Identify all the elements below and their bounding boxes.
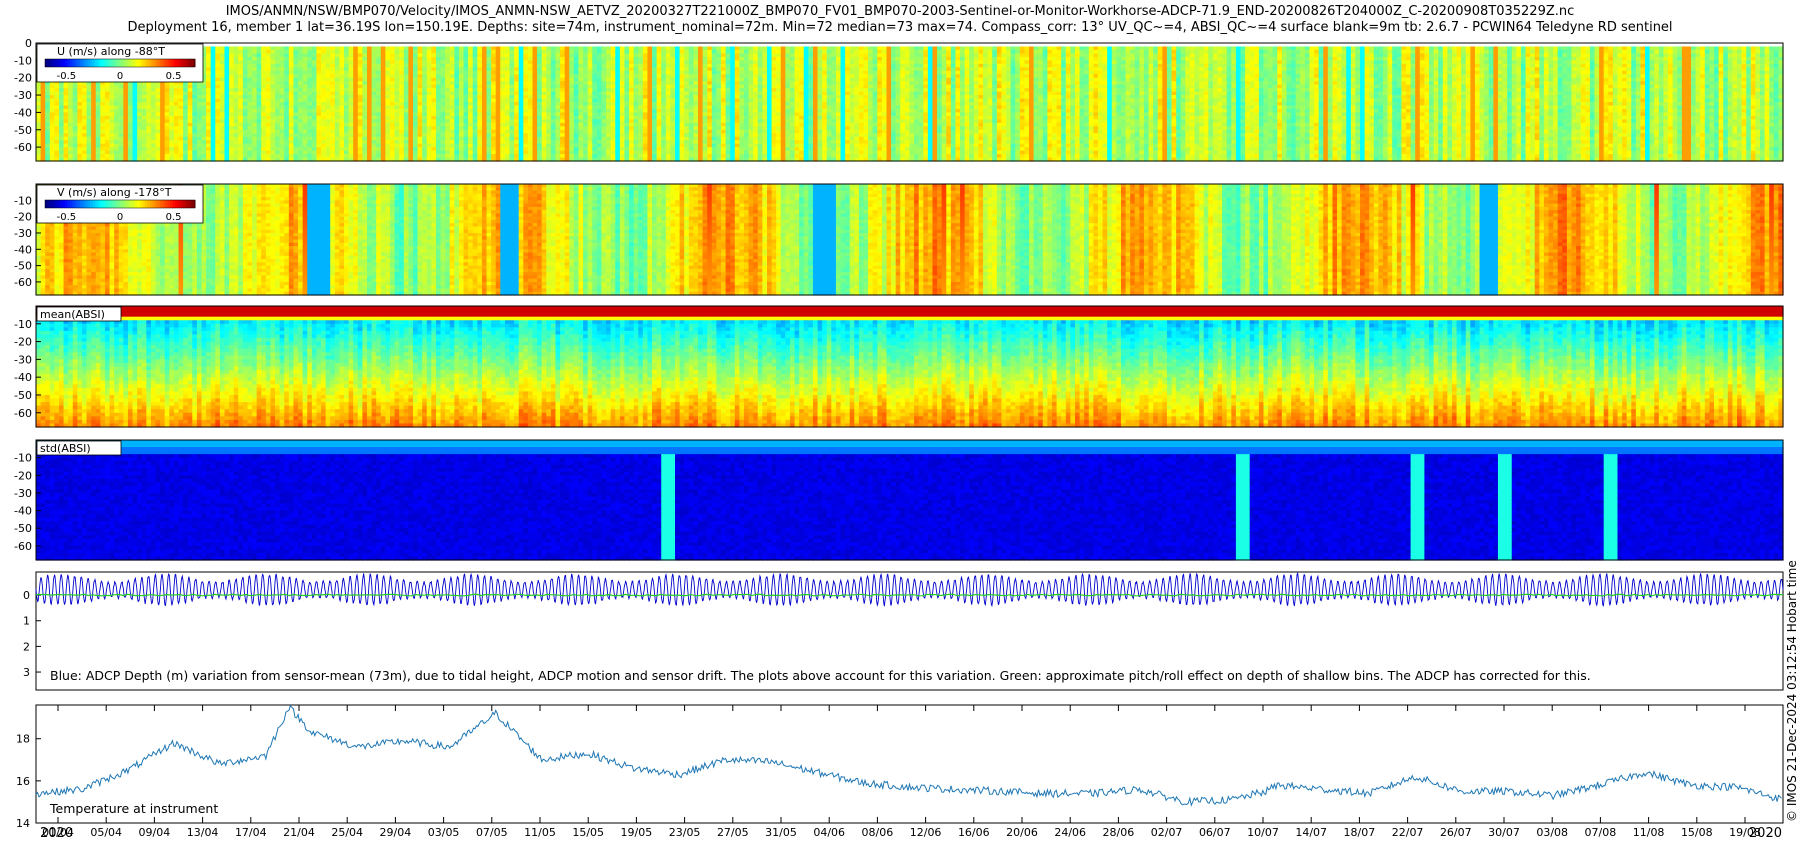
colorbar-tick: 0 xyxy=(117,212,123,223)
x-tick-label: 31/05 xyxy=(765,826,797,839)
y-tick-label: -50 xyxy=(14,389,32,402)
colorbar-tick: 0.5 xyxy=(166,71,182,82)
y-tick-label: -10 xyxy=(14,194,32,207)
y-tick-label: 18 xyxy=(16,733,30,746)
y-tick-label: -30 xyxy=(14,89,32,102)
y-tick-label: 14 xyxy=(16,817,30,830)
x-tick-label: 14/07 xyxy=(1295,826,1327,839)
x-tick-label: 21/04 xyxy=(283,826,315,839)
x-tick-label: 13/04 xyxy=(187,826,219,839)
y-tick-label: -20 xyxy=(14,336,32,349)
y-tick-label: -20 xyxy=(14,469,32,482)
x-tick-label: 07/05 xyxy=(476,826,508,839)
y-tick-label: -60 xyxy=(14,141,32,154)
colorbar-tick: -0.5 xyxy=(57,212,77,223)
y-tick-label: 0 xyxy=(23,589,30,602)
x-tick-label: 08/06 xyxy=(862,826,894,839)
temperature-annotation: Temperature at instrument xyxy=(49,801,218,816)
x-tick-label: 29/04 xyxy=(380,826,412,839)
legend-box: mean(ABSI) xyxy=(37,307,121,321)
heatmap-panel-2 xyxy=(36,184,1784,296)
y-tick-label: -10 xyxy=(14,54,32,67)
x-tick-label: 17/04 xyxy=(235,826,267,839)
x-end-year: 2020 xyxy=(1749,826,1782,841)
y-tick-label: -30 xyxy=(14,487,32,500)
x-tick-label: 02/07 xyxy=(1151,826,1183,839)
x-tick-label: 28/06 xyxy=(1103,826,1135,839)
legend-title: std(ABSI) xyxy=(40,442,91,455)
y-tick-label: 2 xyxy=(23,640,30,653)
y-tick-label: -20 xyxy=(14,72,32,85)
legend-title: U (m/s) along -88°T xyxy=(57,45,165,58)
x-tick-label: 03/08 xyxy=(1536,826,1568,839)
y-tick-label: -40 xyxy=(14,106,32,119)
x-tick-label: 27/05 xyxy=(717,826,749,839)
x-tick-label: 11/05 xyxy=(524,826,556,839)
x-tick-label: 24/06 xyxy=(1054,826,1086,839)
x-tick-label: 23/05 xyxy=(669,826,701,839)
x-start-year: 2020 xyxy=(40,826,73,841)
legend-box: V (m/s) along -178°T -0.5 0 0.5 xyxy=(37,185,203,223)
x-tick-label: 30/07 xyxy=(1488,826,1520,839)
y-tick-label: -30 xyxy=(14,353,32,366)
legend-title: mean(ABSI) xyxy=(40,308,105,321)
heatmap-panel-3 xyxy=(36,306,1784,428)
x-tick-label: 20/06 xyxy=(1006,826,1038,839)
x-tick-label: 07/08 xyxy=(1585,826,1617,839)
x-tick-label: 16/06 xyxy=(958,826,990,839)
y-tick-label: -10 xyxy=(14,318,32,331)
y-tick-label: -60 xyxy=(14,276,32,289)
x-tick-label: 04/06 xyxy=(813,826,845,839)
x-tick-label: 26/07 xyxy=(1440,826,1472,839)
x-tick-label: 11/08 xyxy=(1633,826,1665,839)
x-tick-label: 19/05 xyxy=(621,826,653,839)
x-tick-label: 03/05 xyxy=(428,826,460,839)
x-tick-label: 22/07 xyxy=(1392,826,1424,839)
colorbar-tick: -0.5 xyxy=(57,71,77,82)
y-tick-label: 0 xyxy=(25,37,32,50)
x-tick-label: 09/04 xyxy=(139,826,171,839)
y-tick-label: -10 xyxy=(14,452,32,465)
x-tick-label: 15/08 xyxy=(1681,826,1713,839)
x-tick-label: 06/07 xyxy=(1199,826,1231,839)
depth-panel-note: Blue: ADCP Depth (m) variation from sens… xyxy=(50,668,1591,683)
x-tick-label: 10/07 xyxy=(1247,826,1279,839)
y-tick-label: 16 xyxy=(16,775,30,788)
y-tick-label: 3 xyxy=(23,666,30,679)
y-tick-label: -30 xyxy=(14,227,32,240)
heatmap-panel-4 xyxy=(36,440,1784,561)
y-tick-label: 1 xyxy=(23,615,30,628)
y-tick-label: -40 xyxy=(14,371,32,384)
legend-title: V (m/s) along -178°T xyxy=(57,186,172,199)
legend-box: std(ABSI) xyxy=(37,441,121,455)
x-tick-label: 18/07 xyxy=(1344,826,1376,839)
y-tick-label: -50 xyxy=(14,260,32,273)
x-tick-label: 25/04 xyxy=(331,826,363,839)
y-tick-label: -50 xyxy=(14,522,32,535)
y-tick-label: -20 xyxy=(14,211,32,224)
side-timestamp-label: © IMOS 21-Dec-2024 03:12:54 Hobart time xyxy=(1785,560,1799,822)
x-tick-label: 05/04 xyxy=(90,826,122,839)
colorbar-tick: 0.5 xyxy=(166,212,182,223)
y-tick-label: -50 xyxy=(14,124,32,137)
y-tick-label: -40 xyxy=(14,505,32,518)
y-tick-label: -40 xyxy=(14,243,32,256)
y-tick-label: -60 xyxy=(14,540,32,553)
colorbar-tick: 0 xyxy=(117,71,123,82)
heatmap-panel-1 xyxy=(36,43,1784,162)
y-tick-label: -60 xyxy=(14,407,32,420)
x-tick-label: 12/06 xyxy=(910,826,942,839)
legend-box: U (m/s) along -88°T -0.5 0 0.5 xyxy=(37,44,203,82)
x-tick-label: 15/05 xyxy=(572,826,604,839)
temperature-panel-frame xyxy=(36,705,1783,823)
